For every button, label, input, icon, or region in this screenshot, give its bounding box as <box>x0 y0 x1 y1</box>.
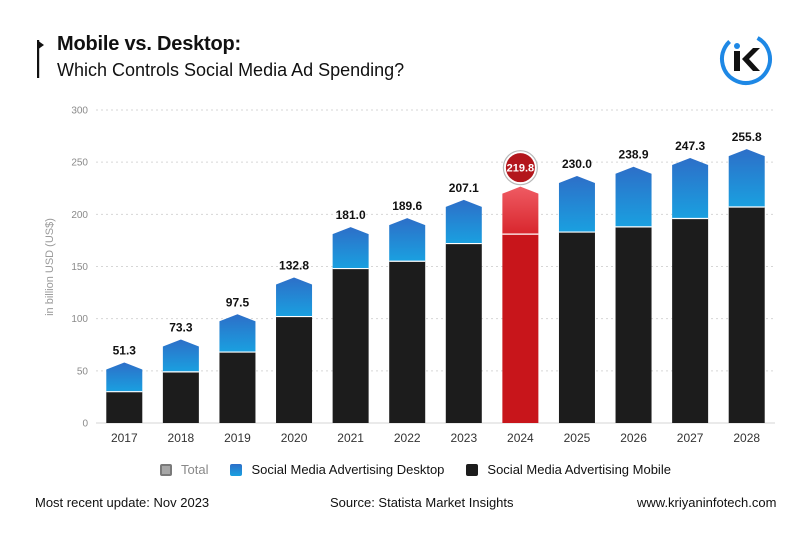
legend-item-total[interactable]: Total <box>160 462 208 477</box>
bar-desktop-2025[interactable] <box>558 176 595 233</box>
y-tick-label-200: 200 <box>71 210 88 221</box>
y-axis-label: in billion USD (US$) <box>44 218 56 316</box>
y-tick-label-300: 300 <box>71 106 88 117</box>
bar-desktop-2024[interactable] <box>502 186 539 235</box>
x-tick-label-2026: 2026 <box>620 431 647 445</box>
x-tick-label-2023: 2023 <box>450 431 477 445</box>
legend-swatch-mobile <box>466 463 479 476</box>
bar-desktop-2026[interactable] <box>615 166 652 227</box>
legend-label-desktop: Social Media Advertising Desktop <box>251 462 445 477</box>
data-label-2017: 51.3 <box>113 343 137 357</box>
x-tick-label-2025: 2025 <box>564 431 591 445</box>
data-label-2019: 97.5 <box>226 295 250 309</box>
bar-mobile-2019[interactable] <box>219 352 256 423</box>
bar-desktop-2027[interactable] <box>672 157 709 219</box>
data-label-2028: 255.8 <box>732 130 762 144</box>
bar-desktop-2021[interactable] <box>332 227 369 269</box>
chart-legend: Total Social Media Advertising Desktop S… <box>160 462 693 477</box>
x-tick-label-2017: 2017 <box>111 431 138 445</box>
y-tick-label-50: 50 <box>77 366 89 377</box>
data-label-2027: 247.3 <box>675 139 705 153</box>
data-label-2026: 238.9 <box>619 148 649 162</box>
legend-item-desktop[interactable]: Social Media Advertising Desktop <box>230 462 444 477</box>
data-label-2021: 181.0 <box>336 208 366 222</box>
x-tick-label-2027: 2027 <box>677 431 704 445</box>
footer-source: Source: Statista Market Insights <box>330 495 514 510</box>
bar-desktop-2023[interactable] <box>445 199 482 244</box>
legend-item-mobile[interactable]: Social Media Advertising Mobile <box>466 462 671 477</box>
bar-mobile-2020[interactable] <box>276 316 313 423</box>
data-label-2022: 189.6 <box>392 199 422 213</box>
bar-mobile-2017[interactable] <box>106 391 143 423</box>
bar-mobile-2028[interactable] <box>728 207 765 423</box>
bar-mobile-2024[interactable] <box>502 234 539 423</box>
bar-mobile-2023[interactable] <box>445 243 482 423</box>
x-tick-label-2021: 2021 <box>337 431 364 445</box>
chart-subtitle: Which Controls Social Media Ad Spending? <box>57 60 405 80</box>
legend-swatch-desktop <box>230 463 243 476</box>
data-label-2025: 230.0 <box>562 157 592 171</box>
footer-update: Most recent update: Nov 2023 <box>35 495 210 510</box>
data-label-2023: 207.1 <box>449 181 479 195</box>
highlight-badge-2024 <box>505 153 535 183</box>
x-tick-label-2018: 2018 <box>168 431 195 445</box>
kriyan-k-logo-icon <box>720 33 772 85</box>
y-tick-label-100: 100 <box>71 314 88 325</box>
y-tick-label-0: 0 <box>82 419 88 430</box>
bar-mobile-2022[interactable] <box>389 261 426 423</box>
x-tick-label-2024: 2024 <box>507 431 534 445</box>
bar-mobile-2027[interactable] <box>672 218 709 423</box>
bar-mobile-2018[interactable] <box>162 371 199 423</box>
x-tick-label-2020: 2020 <box>281 431 308 445</box>
chart-title: Mobile vs. Desktop: <box>57 33 242 55</box>
bar-desktop-2019[interactable] <box>219 314 256 353</box>
bar-desktop-2018[interactable] <box>162 339 199 372</box>
bar-desktop-2028[interactable] <box>728 149 765 208</box>
x-tick-label-2022: 2022 <box>394 431 421 445</box>
bar-mobile-2026[interactable] <box>615 226 652 423</box>
y-tick-label-250: 250 <box>71 158 88 169</box>
legend-label-total: Total <box>181 462 209 477</box>
bar-desktop-2017[interactable] <box>106 362 143 392</box>
bar-desktop-2020[interactable] <box>276 277 313 317</box>
bar-mobile-2025[interactable] <box>558 232 595 423</box>
y-tick-label-150: 150 <box>71 262 88 273</box>
legend-swatch-total <box>160 463 172 476</box>
data-label-2024: 219.8 <box>507 163 535 175</box>
data-label-2018: 73.3 <box>169 321 193 335</box>
x-tick-label-2019: 2019 <box>224 431 251 445</box>
bar-desktop-2022[interactable] <box>389 218 426 262</box>
x-tick-label-2028: 2028 <box>733 431 760 445</box>
legend-label-mobile: Social Media Advertising Mobile <box>487 462 671 477</box>
footer-website[interactable]: www.kriyaninfotech.com <box>637 495 777 510</box>
title-flag-icon <box>37 40 44 78</box>
bar-mobile-2021[interactable] <box>332 268 369 423</box>
data-label-2020: 132.8 <box>279 258 309 272</box>
